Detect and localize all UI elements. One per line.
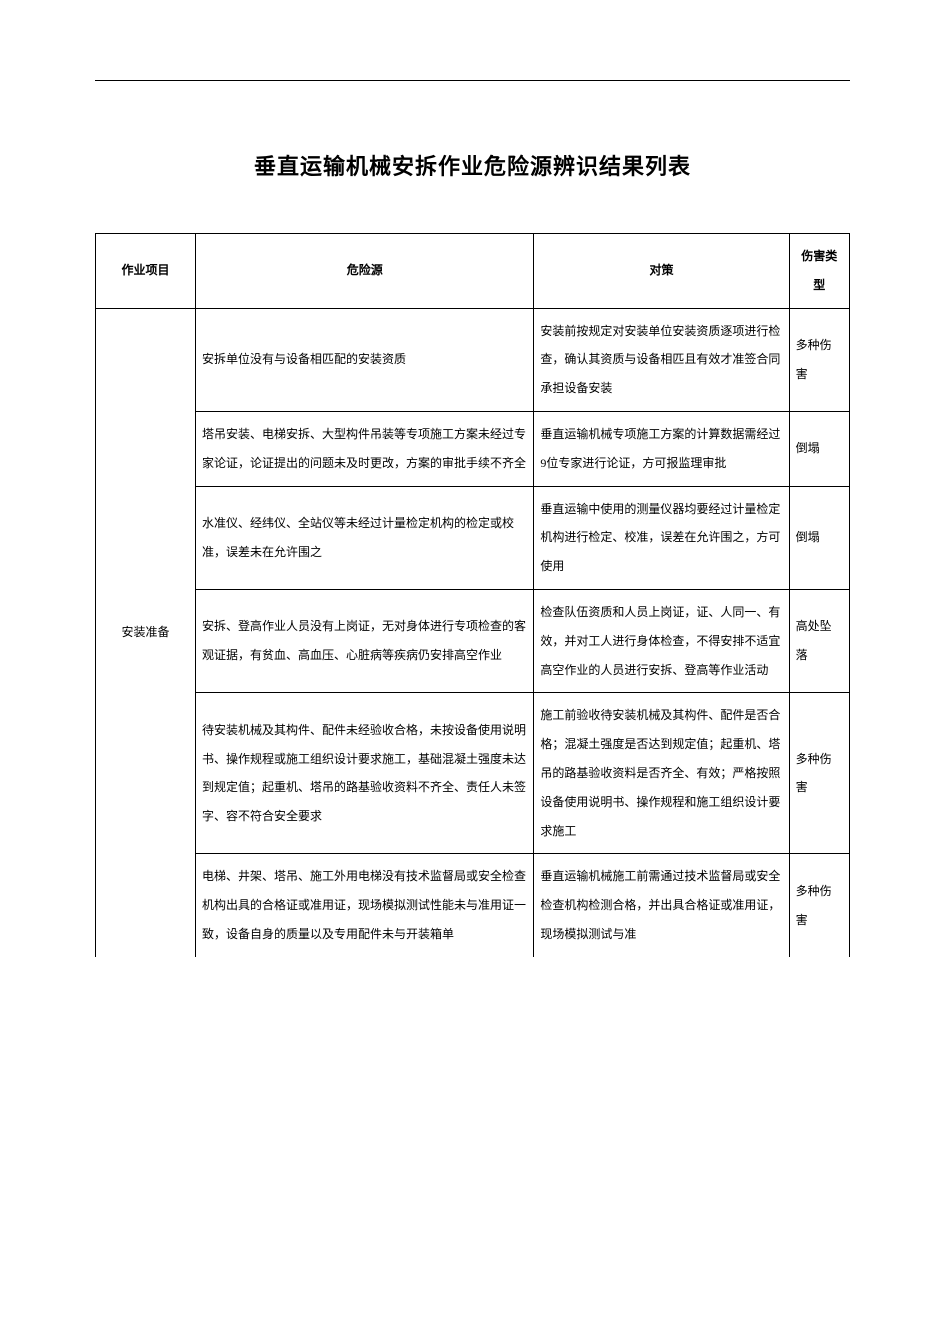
cell-measure: 垂直运输中使用的测量仪器均要经过计量检定机构进行检定、校准，误差在允许围之，方可… — [534, 486, 789, 589]
cell-hazard: 水准仪、经纬仪、全站仪等未经过计量检定机构的检定或校准，误差未在允许围之 — [195, 486, 533, 589]
cell-measure: 垂直运输机械施工前需通过技术监督局或安全检查机构检测合格，并出具合格证或准用证，… — [534, 854, 789, 957]
cell-type: 倒塌 — [789, 411, 849, 486]
header-measure: 对策 — [534, 234, 789, 309]
cell-hazard: 待安装机械及其构件、配件未经验收合格，未按设备使用说明书、操作规程或施工组织设计… — [195, 693, 533, 854]
cell-hazard: 电梯、井架、塔吊、施工外用电梯没有技术监督局或安全检查机构出具的合格证或准用证，… — [195, 854, 533, 957]
cell-type: 高处坠落 — [789, 589, 849, 692]
table-header-row: 作业项目 危险源 对策 伤害类型 — [96, 234, 850, 309]
header-type: 伤害类型 — [789, 234, 849, 309]
page-title: 垂直运输机械安拆作业危险源辨识结果列表 — [95, 149, 850, 181]
cell-measure: 检查队伍资质和人员上岗证，证、人同一、有效，并对工人进行身体检查，不得安排不适宜… — [534, 589, 789, 692]
table-row: 安装准备 安拆单位没有与设备相匹配的安装资质 安装前按规定对安装单位安装资质逐项… — [96, 308, 850, 411]
cell-type: 多种伤害 — [789, 693, 849, 854]
hazard-identification-table: 作业项目 危险源 对策 伤害类型 安装准备 安拆单位没有与设备相匹配的安装资质 … — [95, 233, 850, 957]
cell-type: 多种伤害 — [789, 308, 849, 411]
table-row: 待安装机械及其构件、配件未经验收合格，未按设备使用说明书、操作规程或施工组织设计… — [96, 693, 850, 854]
cell-type: 多种伤害 — [789, 854, 849, 957]
header-rule — [95, 80, 850, 81]
table-row: 塔吊安装、电梯安拆、大型构件吊装等专项施工方案未经过专家论证，论证提出的问题未及… — [96, 411, 850, 486]
cell-project: 安装准备 — [96, 308, 196, 957]
cell-measure: 施工前验收待安装机械及其构件、配件是否合格；混凝土强度是否达到规定值；起重机、塔… — [534, 693, 789, 854]
cell-hazard: 塔吊安装、电梯安拆、大型构件吊装等专项施工方案未经过专家论证，论证提出的问题未及… — [195, 411, 533, 486]
cell-type: 倒塌 — [789, 486, 849, 589]
header-project: 作业项目 — [96, 234, 196, 309]
header-hazard: 危险源 — [195, 234, 533, 309]
cell-measure: 安装前按规定对安装单位安装资质逐项进行检查，确认其资质与设备相匹且有效才准签合同… — [534, 308, 789, 411]
cell-hazard: 安拆单位没有与设备相匹配的安装资质 — [195, 308, 533, 411]
table-row: 电梯、井架、塔吊、施工外用电梯没有技术监督局或安全检查机构出具的合格证或准用证，… — [96, 854, 850, 957]
table-row: 安拆、登高作业人员没有上岗证，无对身体进行专项检查的客观证据，有贫血、高血压、心… — [96, 589, 850, 692]
cell-hazard: 安拆、登高作业人员没有上岗证，无对身体进行专项检查的客观证据，有贫血、高血压、心… — [195, 589, 533, 692]
cell-measure: 垂直运输机械专项施工方案的计算数据需经过9位专家进行论证，方可报监理审批 — [534, 411, 789, 486]
table-row: 水准仪、经纬仪、全站仪等未经过计量检定机构的检定或校准，误差未在允许围之 垂直运… — [96, 486, 850, 589]
